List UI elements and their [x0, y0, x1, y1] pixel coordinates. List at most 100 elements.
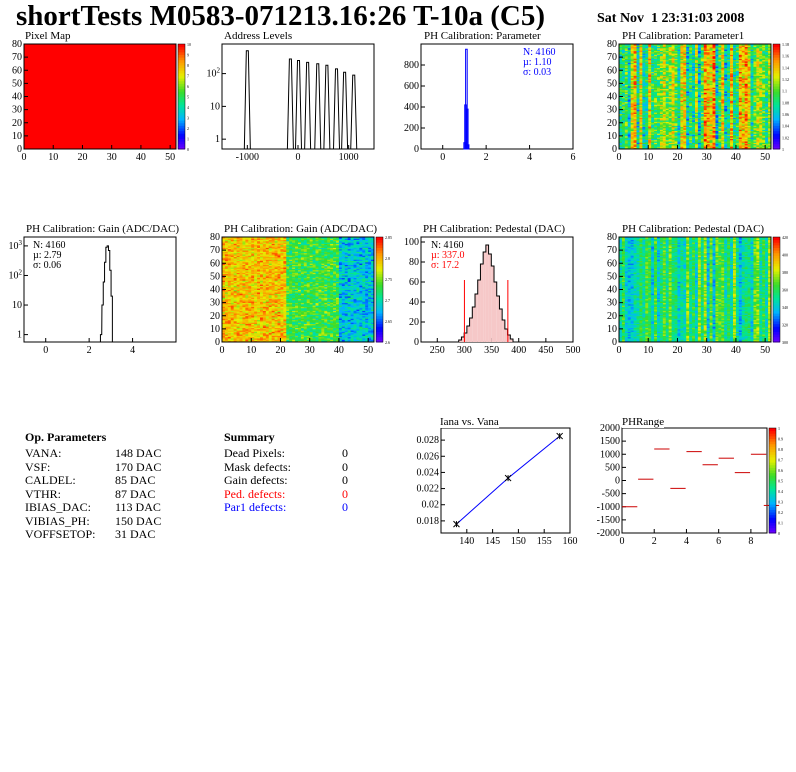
- heatmap-cell: [642, 59, 646, 62]
- heatmap-cell: [706, 138, 711, 141]
- heatmap-cell: [674, 97, 678, 100]
- heatmap-cell: [668, 135, 673, 138]
- heatmap-cell: [727, 47, 731, 50]
- heatmap-cell: [744, 143, 749, 146]
- heatmap-cell: [648, 49, 652, 51]
- heatmap-cell: [756, 57, 760, 59]
- heatmap-cell: [239, 309, 243, 311]
- heatmap-cell: [738, 88, 743, 91]
- heatmap-cell: [651, 67, 655, 70]
- heatmap-cell: [654, 47, 658, 50]
- heatmap-cell: [692, 44, 696, 46]
- heatmap-cell: [668, 116, 673, 118]
- heatmap-cell: [689, 141, 693, 143]
- heatmap-cell: [700, 83, 705, 86]
- heatmap-cell: [242, 313, 246, 315]
- heatmap-cell: [230, 338, 235, 340]
- heatmap-cell: [738, 97, 743, 100]
- heatmap-cell: [724, 67, 728, 70]
- heatmap-cell: [703, 95, 708, 97]
- heatmap-cell: [712, 63, 716, 66]
- heatmap-cell: [703, 139, 708, 142]
- heatmap-cell: [756, 96, 760, 99]
- y-tick-label: 102: [207, 67, 221, 80]
- heatmap-cell: [227, 302, 232, 305]
- heatmap-cell: [630, 96, 635, 99]
- heatmap-cell: [668, 143, 673, 146]
- heatmap-cell: [686, 117, 690, 120]
- heatmap-cell: [686, 109, 690, 112]
- heatmap-cell: [671, 87, 675, 90]
- heatmap-cell: [627, 121, 632, 124]
- heatmap-cell: [230, 327, 235, 330]
- heatmap-cell: [639, 44, 643, 46]
- heatmap-cell: [633, 116, 637, 118]
- heatmap-cell: [709, 72, 713, 75]
- heatmap-cell: [738, 134, 743, 137]
- heatmap-cell: [765, 131, 769, 134]
- heatmap-cell: [733, 72, 737, 75]
- heatmap-cell: [662, 101, 667, 104]
- heatmap-cell: [651, 114, 655, 117]
- heatmap-cell: [744, 47, 749, 50]
- heatmap-cell: [683, 133, 687, 135]
- heatmap-cell: [733, 57, 737, 59]
- heatmap-cell: [727, 72, 731, 75]
- heatmap-cell: [222, 237, 226, 239]
- heatmap-cell: [659, 108, 664, 111]
- heatmap-cell: [718, 89, 722, 92]
- heatmap-cell: [639, 53, 643, 55]
- heatmap-cell: [665, 70, 670, 72]
- z-palette-swatch: [178, 86, 185, 90]
- heatmap-cell: [648, 46, 652, 49]
- heatmap-cell: [674, 135, 678, 138]
- heatmap-cell: [227, 313, 232, 315]
- heatmap-cell: [721, 104, 725, 107]
- heatmap-cell: [654, 100, 658, 103]
- heatmap-cell: [756, 143, 760, 146]
- heatmap-cell: [621, 138, 626, 141]
- heatmap-cell: [222, 303, 226, 306]
- heatmap-cell: [753, 114, 757, 117]
- heatmap-cell: [695, 55, 699, 58]
- heatmap-cell: [668, 88, 673, 91]
- heatmap-cell: [642, 47, 646, 50]
- heatmap-cell: [718, 51, 722, 54]
- heatmap-cell: [683, 63, 687, 66]
- heatmap-cell: [759, 97, 763, 100]
- z-palette-swatch: [178, 101, 185, 105]
- heatmap-cell: [671, 86, 675, 88]
- heatmap-cell: [724, 99, 728, 101]
- heatmap-cell: [697, 93, 702, 96]
- z-palette-swatch: [178, 57, 185, 61]
- heatmap-cell: [224, 319, 229, 322]
- heatmap-cell: [630, 65, 635, 67]
- heatmap-cell: [645, 105, 649, 108]
- address-peak: [286, 58, 294, 150]
- heatmap-cell: [671, 110, 675, 113]
- heatmap-cell: [642, 57, 646, 59]
- heatmap-cell: [744, 122, 749, 125]
- heatmap-cell: [689, 129, 693, 132]
- heatmap-cell: [662, 62, 667, 65]
- heatmap-cell: [721, 88, 725, 91]
- heatmap-cell: [724, 92, 728, 95]
- heatmap-cell: [624, 82, 629, 84]
- z-palette-swatch: [178, 83, 185, 87]
- heatmap-cell: [724, 54, 728, 57]
- heatmap-cell: [674, 76, 678, 79]
- heatmap-cell: [239, 271, 243, 273]
- heatmap-cell: [700, 104, 705, 107]
- heatmap-cell: [697, 129, 702, 132]
- heatmap-cell: [697, 47, 702, 50]
- heatmap-cell: [727, 84, 731, 87]
- heatmap-cell: [621, 120, 626, 122]
- heatmap-cell: [654, 95, 658, 97]
- heatmap-cell: [727, 92, 731, 95]
- heatmap-cell: [619, 89, 623, 92]
- heatmap-cell: [659, 51, 664, 54]
- heatmap-cell: [695, 143, 699, 146]
- heatmap-cell: [619, 96, 623, 99]
- heatmap-cell: [695, 122, 699, 125]
